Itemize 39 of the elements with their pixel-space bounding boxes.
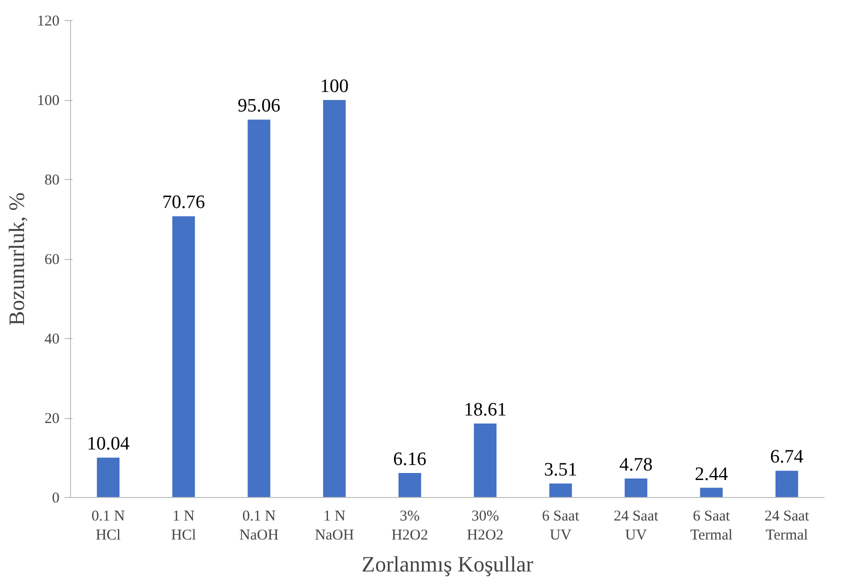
bar (775, 470, 798, 498)
x-tick-label: 1 N NaOH (314, 508, 354, 544)
x-tick-label: 6 Saat Termal (690, 508, 733, 544)
y-tick-label: 120 (37, 14, 60, 30)
x-tick-label: 24 Saat Termal (764, 508, 810, 544)
data-label: 18.61 (464, 400, 507, 421)
data-label: 10.04 (86, 434, 130, 455)
data-label: 6.16 (393, 449, 426, 470)
y-tick-label: 20 (44, 411, 60, 427)
y-tick-label: 40 (44, 332, 60, 348)
bar (624, 478, 648, 498)
y-tick-label: 0 (52, 490, 60, 506)
bar (172, 216, 195, 498)
data-label: 70.76 (162, 192, 205, 214)
data-label: 6.74 (770, 446, 804, 468)
data-label: 100 (320, 76, 349, 97)
bar (549, 484, 572, 498)
x-axis-title: Zorlanmış Koşullar (362, 552, 534, 577)
x-tick-label: 3% H2O2 (391, 508, 428, 544)
data-label: 2.44 (694, 464, 729, 485)
data-label: 4.78 (619, 454, 653, 476)
x-tick-label: 0.1 N NaOH (239, 508, 279, 544)
data-label: 95.06 (238, 96, 280, 117)
data-label: 3.51 (544, 460, 578, 481)
bar (474, 424, 497, 498)
x-tick-label: 30% H2O2 (466, 508, 504, 544)
bar (398, 473, 422, 498)
x-tick-label: 6 Saat UV (542, 508, 580, 544)
bar (700, 488, 723, 498)
y-axis-title: Bozunurluk, % (4, 192, 29, 326)
bar (248, 120, 270, 498)
y-tick-label: 60 (44, 252, 60, 268)
x-tick-label: 0.1 N HCl (92, 508, 126, 544)
x-tick-label: 24 Saat UV (614, 508, 660, 544)
y-tick-label: 80 (44, 172, 60, 188)
y-tick-label: 100 (37, 93, 60, 109)
bar (96, 458, 120, 498)
bar (323, 100, 346, 498)
x-tick-label: 1 N HCl (171, 508, 196, 544)
